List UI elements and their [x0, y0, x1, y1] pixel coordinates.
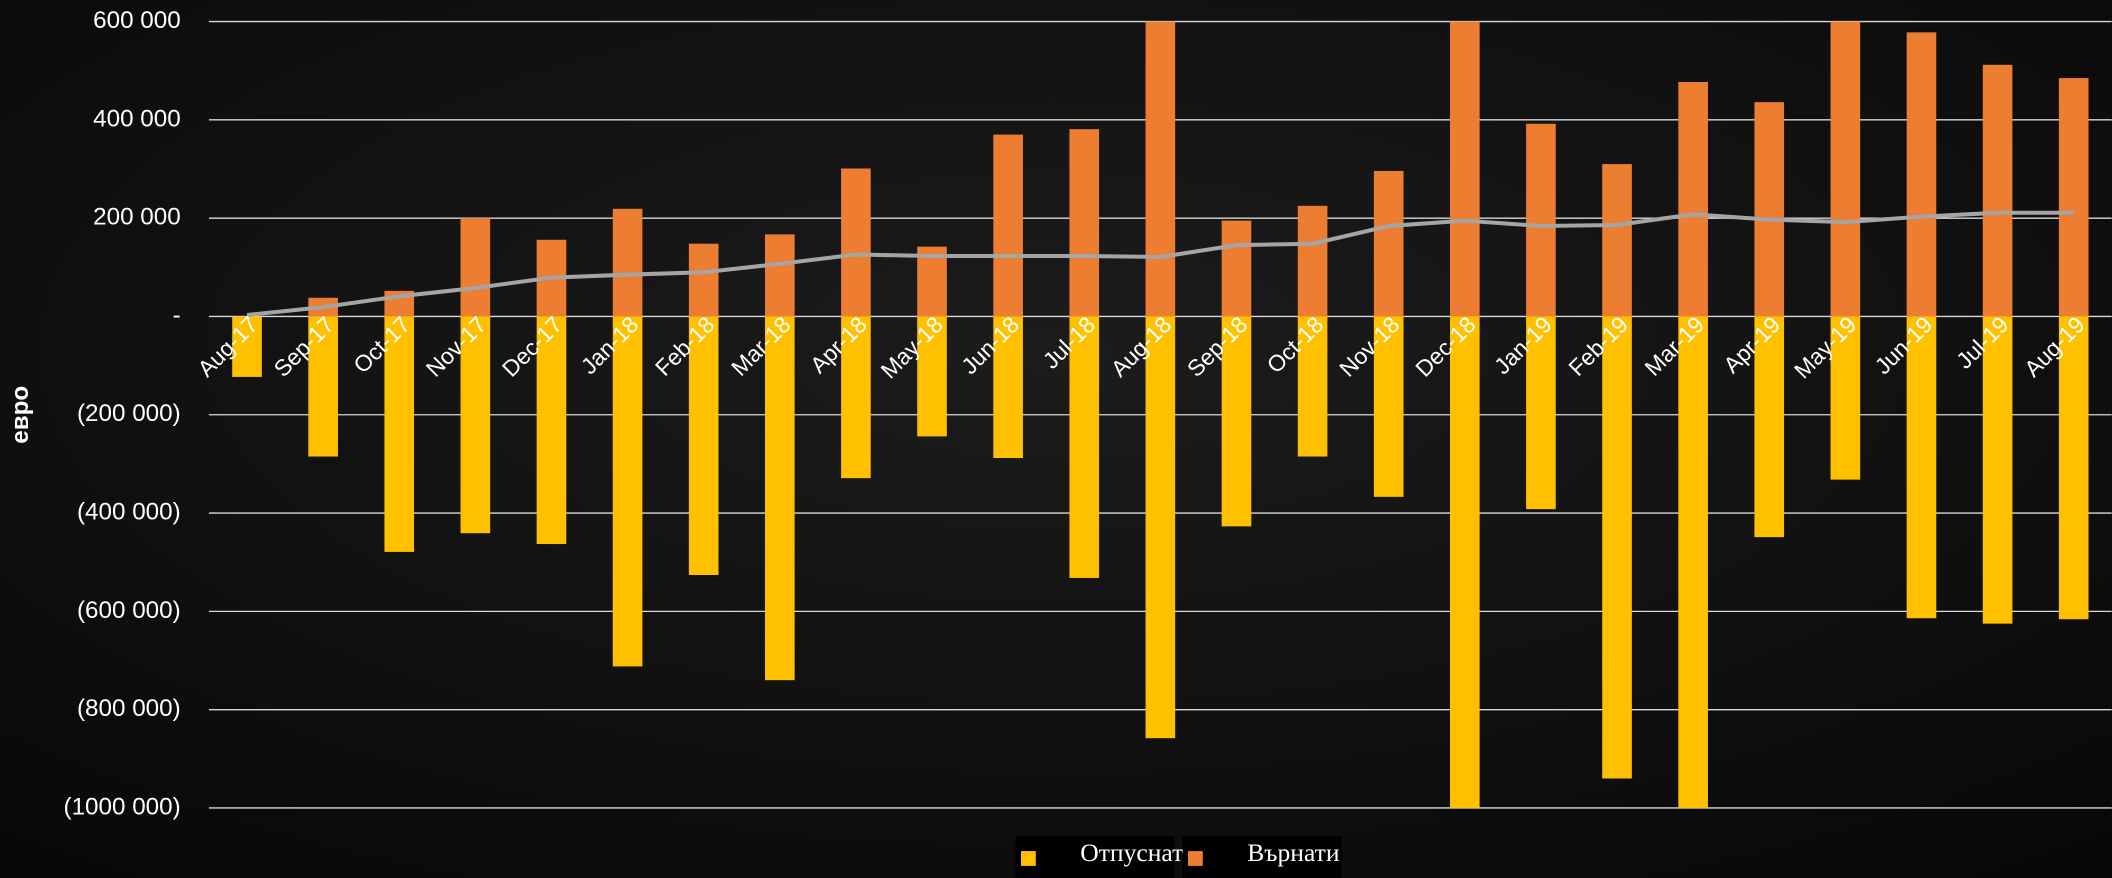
bar — [1982, 316, 2013, 624]
y-tick-label: - — [173, 302, 181, 329]
bar — [1754, 316, 1785, 538]
bar — [232, 316, 262, 377]
bar — [2058, 316, 2089, 620]
bar — [1906, 32, 1937, 317]
y-tick-label: (400 000) — [77, 498, 181, 525]
bar — [1526, 316, 1556, 510]
bar — [1830, 21, 1861, 317]
legend-item: Върнати — [1182, 836, 1342, 878]
bar — [1830, 316, 1861, 480]
bar — [460, 218, 491, 317]
legend-box — [1182, 836, 1342, 878]
y-tick-label: 200 000 — [93, 204, 181, 231]
bar — [841, 168, 871, 317]
y-tick-label: 400 000 — [93, 105, 181, 132]
bar — [612, 316, 643, 667]
bar — [612, 208, 643, 317]
y-tick-label: (200 000) — [77, 400, 181, 427]
bar — [917, 246, 947, 317]
bar — [1678, 316, 1708, 808]
bar — [688, 316, 719, 575]
bar — [1145, 316, 1176, 739]
legend-item: Отпуснати — [1015, 836, 1197, 878]
bar — [1373, 170, 1404, 317]
bar — [1982, 64, 2013, 317]
bar — [764, 316, 795, 681]
bar — [384, 316, 415, 552]
y-tick-label: (1000 000) — [64, 793, 181, 820]
bar — [308, 316, 338, 457]
bar — [1297, 316, 1328, 457]
y-tick-label: 600 000 — [93, 7, 181, 34]
bar — [536, 316, 567, 545]
legend-swatch — [1020, 851, 1036, 866]
bar — [460, 316, 491, 534]
bar — [917, 316, 947, 437]
legend-label: Отпуснати — [1080, 838, 1197, 867]
bar — [764, 234, 795, 317]
line — [246, 210, 2074, 317]
bar — [1602, 164, 1632, 317]
bar — [841, 316, 871, 479]
bar — [688, 243, 719, 317]
legend-box — [1015, 836, 1175, 878]
y-tick-label: (600 000) — [77, 597, 181, 624]
y-axis-label: евро — [7, 386, 34, 444]
bar — [1449, 316, 1480, 808]
y-tick-label: (800 000) — [77, 695, 181, 722]
bar — [993, 134, 1023, 317]
bar — [1906, 316, 1937, 619]
bar — [1069, 129, 1100, 317]
bar — [1602, 316, 1632, 779]
bar — [1526, 123, 1556, 317]
bar — [1297, 205, 1328, 317]
bar — [993, 316, 1023, 459]
bar — [1221, 220, 1252, 317]
bar — [1373, 316, 1404, 497]
legend-swatch — [1187, 851, 1203, 866]
legend-label: Върнати — [1247, 838, 1340, 867]
bar — [1069, 316, 1100, 578]
bar — [1754, 102, 1785, 317]
bar — [1678, 82, 1708, 317]
bar — [1449, 21, 1480, 317]
bar — [2058, 78, 2089, 317]
bar — [1221, 316, 1252, 527]
bar — [1145, 21, 1176, 317]
